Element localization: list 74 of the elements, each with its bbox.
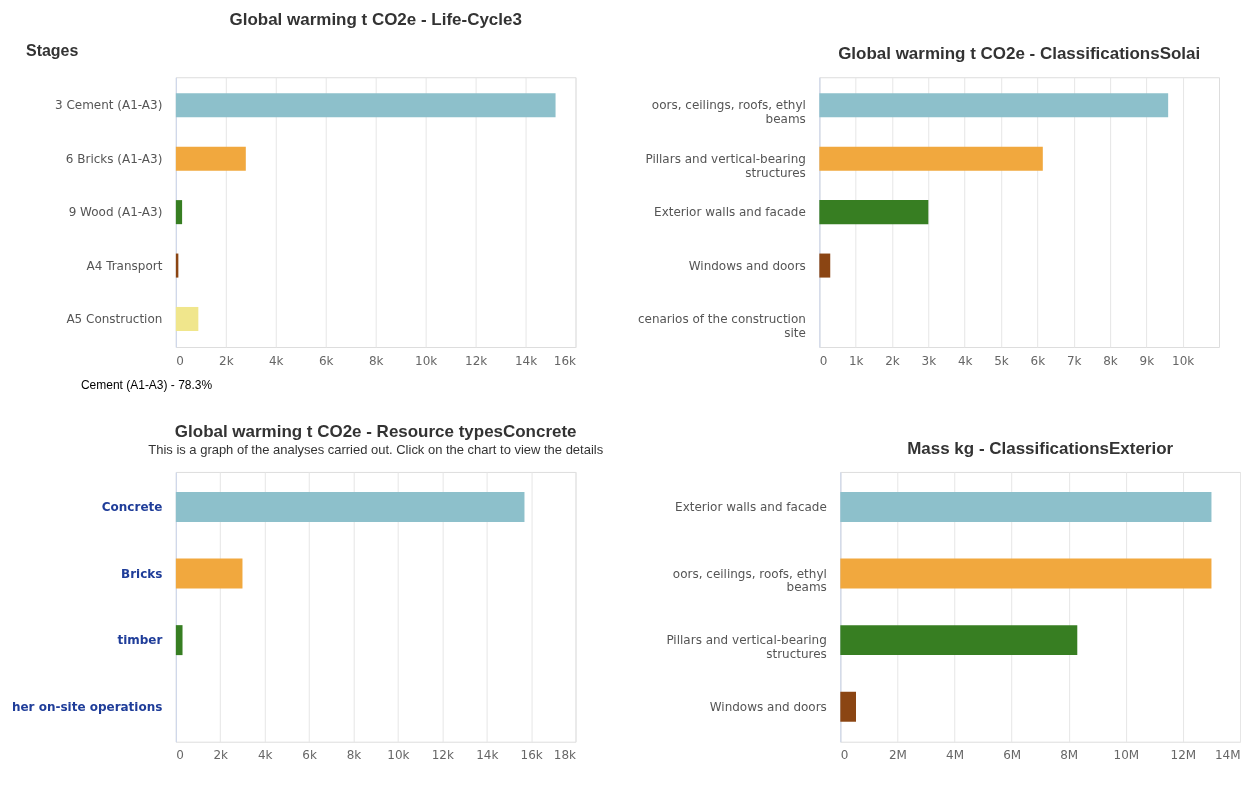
text: Stages: [25, 42, 79, 60]
x-tick-label: 4k: [957, 353, 973, 368]
y-tick-label: A4 Transport: [86, 258, 163, 273]
x-tick-label: 0: [176, 748, 184, 763]
x-tick-label: 6k: [1030, 353, 1046, 368]
y-tick-label: A5 Construction: [66, 311, 163, 326]
x-tick-label: 1k: [848, 353, 864, 368]
y-tick-label: Exterior walls and facade: [654, 205, 806, 220]
bar: [175, 625, 183, 656]
x-tick-label: 2k: [885, 353, 900, 368]
bar: [819, 93, 1169, 118]
chart-title: Global warming t CO2e - Life-Cycle3: [229, 10, 522, 30]
x-tick-label: 12k: [465, 353, 488, 368]
chart-subtitle: This is a graph of the analyses carried out. Click on the chart to view the details: [148, 441, 604, 457]
y-tick-label: oors, ceilings, roofs, ethyl beams: [672, 566, 827, 595]
chart-title: Mass kg - ClassificationsExterior: [907, 438, 1174, 458]
bar: [819, 253, 831, 278]
x-tick-label: 8M: [1060, 748, 1079, 763]
x-tick-label: 10M: [1113, 748, 1140, 763]
x-tick-label: 8k: [346, 748, 362, 763]
x-tick-label: 16k: [553, 353, 577, 368]
x-tick-label: 4k: [268, 353, 284, 368]
x-tick-label: 6M: [1003, 748, 1022, 763]
bar: [175, 491, 525, 522]
y-tick-label: 9 Wood (A1-A3): [68, 205, 163, 220]
x-tick-label: 4M: [946, 748, 965, 763]
y-tick-label: Pillars and vertical-bearing structures: [645, 151, 806, 180]
bar: [175, 558, 243, 589]
x-tick-label: 6k: [318, 353, 334, 368]
y-tick-label: Windows and doors: [688, 258, 806, 273]
x-tick-label: 14M: [1214, 748, 1241, 763]
x-tick-label: 8k: [368, 353, 384, 368]
y-tick-label: timber: [117, 633, 163, 648]
y-tick-label: 6 Bricks (A1-A3): [65, 151, 163, 166]
x-tick-label: 2k: [219, 353, 234, 368]
chart-title: Global warming t CO2e - ClassificationsSolai: [838, 44, 1201, 64]
x-tick-label: 10k: [387, 748, 410, 763]
x-tick-label: 9k: [1139, 353, 1155, 368]
x-tick-label: 14k: [514, 353, 538, 368]
y-tick-label: Windows and doors: [709, 699, 827, 714]
y-tick-label: 3 Cement (A1-A3): [54, 98, 163, 113]
y-tick-label: cenarios of the construction site: [637, 311, 806, 340]
y-tick-label: oors, ceilings, roofs, ethyl beams: [651, 98, 806, 127]
bar: [819, 146, 1043, 171]
bar: [840, 491, 1212, 522]
x-tick-label: 7k: [1066, 353, 1082, 368]
x-tick-label: 10k: [1172, 353, 1195, 368]
x-tick-label: 0: [819, 353, 828, 368]
x-tick-label: 2M: [888, 748, 907, 763]
x-tick-label: 16k: [520, 748, 543, 763]
x-tick-label: 6k: [302, 748, 317, 763]
x-tick-label: 5k: [994, 353, 1009, 368]
x-tick-label: 4k: [257, 748, 273, 763]
x-tick-label: 14k: [476, 748, 499, 763]
y-tick-label: Pillars and vertical-bearing structures: [666, 633, 827, 662]
x-tick-label: 8k: [1103, 353, 1118, 368]
x-tick-label: 12M: [1170, 748, 1197, 763]
x-tick-label: 18k: [553, 748, 577, 763]
x-tick-label: 3k: [921, 353, 937, 368]
chart-title: Global warming t CO2e - Resource typesConcrete: [174, 421, 577, 441]
x-tick-label: 2k: [213, 748, 229, 763]
bar: [840, 625, 1078, 656]
text: Cement (A1-A3) - 78.3%: [80, 378, 213, 392]
x-tick-label: 10k: [415, 353, 438, 368]
y-tick-label: Exterior walls and facade: [675, 499, 827, 514]
x-tick-label: 0: [176, 353, 184, 368]
bar: [819, 200, 929, 225]
x-tick-label: 12k: [431, 748, 454, 763]
bar: [840, 691, 857, 722]
y-tick-label: Bricks: [121, 566, 163, 581]
y-tick-label: Concrete: [101, 499, 163, 514]
y-tick-label: her on-site operations: [11, 699, 163, 714]
bar: [840, 558, 1212, 589]
x-tick-label: 0: [840, 748, 849, 763]
